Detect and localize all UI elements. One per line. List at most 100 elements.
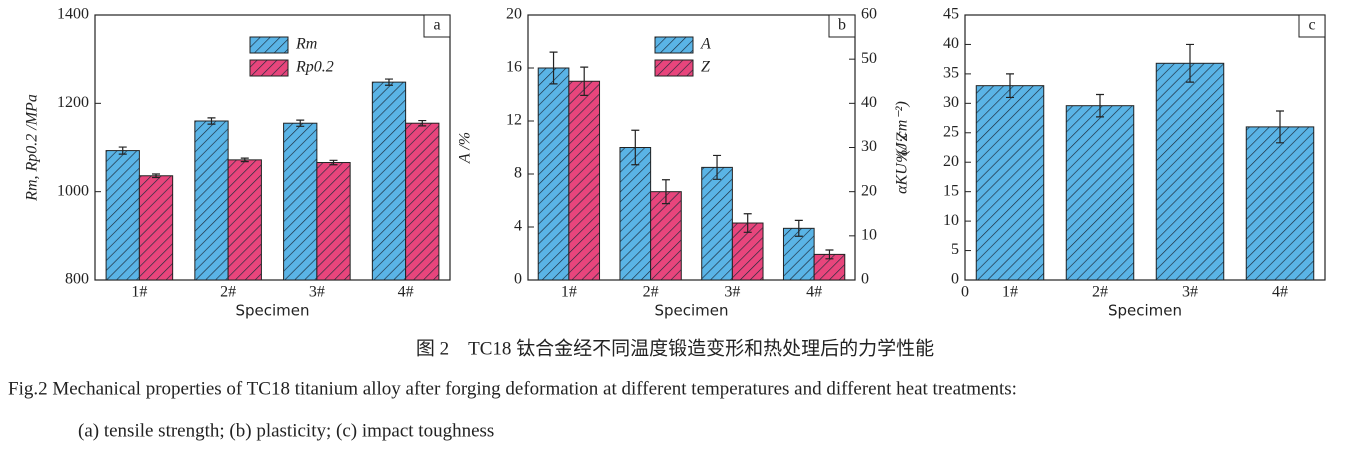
error-bar bbox=[1006, 73, 1014, 99]
x-tick-label: 3# bbox=[1182, 284, 1198, 301]
bar bbox=[371, 81, 407, 281]
y-axis-label: αKU /(J·cm⁻²) bbox=[894, 101, 911, 194]
y-tick-label: 1200 bbox=[57, 94, 89, 111]
y-axis-label: Rm, Rp0.2 /MPa bbox=[24, 94, 41, 202]
x-axis-label: Specimen bbox=[235, 302, 309, 320]
error-bar bbox=[118, 146, 127, 155]
panel-label: a bbox=[433, 17, 440, 34]
bar bbox=[568, 80, 601, 281]
error-bar bbox=[794, 219, 803, 237]
x-tick-label: 1# bbox=[561, 284, 577, 301]
legend-label: Rp0.2 bbox=[295, 59, 334, 76]
bar bbox=[619, 147, 652, 281]
x-tick-label: 1# bbox=[1002, 284, 1018, 301]
y-tick-label: 45 bbox=[943, 6, 959, 23]
error-bar bbox=[549, 51, 558, 85]
x-tick-label: 2# bbox=[1092, 284, 1108, 301]
y2-tick-label: 30 bbox=[861, 138, 877, 155]
legend-swatch bbox=[654, 36, 694, 54]
y2-axis-label: Z /% bbox=[892, 132, 909, 163]
error-bar bbox=[384, 78, 393, 86]
caption-en: (a) tensile strength; (b) plasticity; (c… bbox=[78, 420, 494, 441]
y-tick-label: 10 bbox=[943, 212, 959, 229]
y-tick-label: 16 bbox=[506, 59, 522, 76]
error-bar bbox=[713, 154, 722, 180]
x-tick-label: 2# bbox=[220, 284, 236, 301]
y-tick-label: 12 bbox=[506, 112, 522, 129]
x-tick-label: 4# bbox=[1272, 284, 1288, 301]
legend-label: Z bbox=[701, 59, 711, 76]
error-bar bbox=[329, 159, 338, 166]
y2-tick-label: 40 bbox=[861, 94, 877, 111]
x-tick-label: 2# bbox=[643, 284, 659, 301]
y-tick-label: 25 bbox=[943, 123, 959, 140]
panel-label-box bbox=[828, 14, 856, 38]
error-bar bbox=[580, 66, 589, 96]
x-tick-label: 4# bbox=[806, 284, 822, 301]
bar bbox=[975, 85, 1045, 281]
y-tick-label: 30 bbox=[943, 94, 959, 111]
bar bbox=[650, 191, 682, 281]
bar bbox=[227, 159, 262, 281]
error-bar bbox=[1276, 110, 1284, 144]
y2-tick-label: 0 bbox=[861, 271, 869, 288]
bar bbox=[1065, 105, 1135, 281]
bar bbox=[537, 67, 570, 281]
y2-tick-label: 10 bbox=[861, 227, 877, 244]
x-tick-label: 3# bbox=[724, 284, 740, 301]
caption-zh: 图 2 TC18 钛合金经不同温度锻造变形和热处理后的力学性能 bbox=[416, 337, 934, 359]
panel-label: b bbox=[838, 17, 846, 34]
error-bar bbox=[1096, 93, 1104, 118]
legend-swatch bbox=[654, 59, 694, 77]
y-tick-label: 1000 bbox=[57, 182, 89, 199]
y-tick-label: 40 bbox=[943, 35, 959, 52]
bar bbox=[138, 175, 174, 281]
y-tick-label: 5 bbox=[951, 241, 959, 258]
bar bbox=[194, 120, 229, 281]
bar bbox=[1245, 126, 1315, 281]
x-tick-label: 3# bbox=[309, 284, 325, 301]
x-axis-label: Specimen bbox=[654, 302, 728, 320]
legend-label: A bbox=[700, 36, 711, 53]
x-tick-label: 4# bbox=[398, 284, 414, 301]
y2-tick-label: 20 bbox=[861, 182, 877, 199]
panel-label-box bbox=[1298, 14, 1326, 38]
y-tick-label: 0 bbox=[951, 271, 959, 288]
error-bar bbox=[1186, 43, 1194, 83]
error-bar bbox=[207, 117, 216, 125]
y-tick-label: 20 bbox=[506, 6, 522, 23]
y-tick-label: 35 bbox=[943, 65, 959, 82]
panel-label-box bbox=[423, 14, 451, 38]
legend-label: Rm bbox=[295, 36, 317, 53]
plot-frame bbox=[94, 14, 451, 281]
y-tick-label: 800 bbox=[65, 271, 89, 288]
error-bar bbox=[631, 129, 640, 166]
legend-swatch bbox=[249, 36, 289, 54]
x-tick-label: 1# bbox=[131, 284, 147, 301]
bar bbox=[283, 122, 318, 281]
y2-tick-label: 50 bbox=[861, 50, 877, 67]
error-bar bbox=[152, 173, 161, 179]
error-bar bbox=[418, 119, 427, 127]
error-bar bbox=[661, 179, 670, 205]
y-tick-label: 4 bbox=[514, 218, 522, 235]
y2-tick-label: 60 bbox=[861, 6, 877, 23]
y-axis-label: A /% bbox=[457, 132, 474, 164]
panel-label: c bbox=[1308, 17, 1315, 34]
bar bbox=[782, 227, 815, 281]
error-bar bbox=[825, 249, 834, 260]
plot-frame bbox=[964, 14, 1326, 281]
error-bar bbox=[240, 157, 249, 163]
error-bar bbox=[296, 119, 305, 127]
y-tick-label: 0 bbox=[514, 271, 522, 288]
bar bbox=[1155, 62, 1225, 281]
bar bbox=[316, 162, 351, 281]
y-tick-label: 15 bbox=[943, 182, 959, 199]
caption-en: Fig.2 Mechanical properties of TC18 tita… bbox=[8, 378, 1017, 399]
bar bbox=[105, 150, 140, 281]
x-origin-label: 0 bbox=[961, 284, 969, 301]
y-tick-label: 1400 bbox=[57, 6, 89, 23]
bar bbox=[405, 122, 440, 281]
